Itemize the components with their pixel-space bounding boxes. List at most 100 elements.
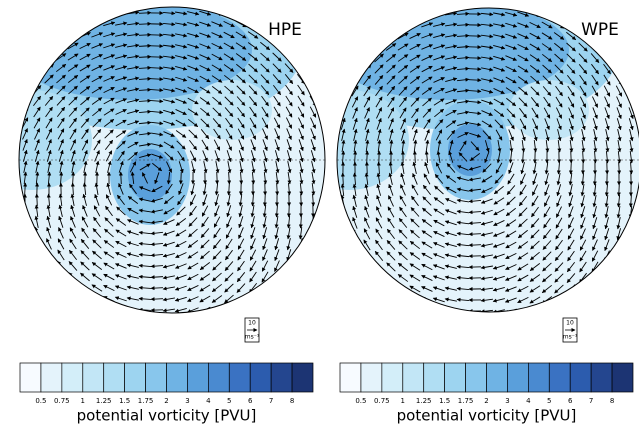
wind-arrow	[34, 237, 40, 250]
wind-arrow	[33, 106, 41, 118]
wind-arrow	[21, 293, 29, 305]
wind-arrow	[311, 193, 316, 207]
wind-arrow	[162, 286, 175, 291]
wind-arrow	[542, 53, 553, 63]
wind-arrow	[80, 250, 90, 260]
wind-arrow	[308, 41, 318, 51]
wind-arrow	[174, 307, 187, 313]
wind-arrow	[285, 106, 293, 118]
wind-arrow	[286, 271, 292, 283]
wind-arrow	[223, 305, 234, 313]
wind-arrow	[422, 196, 432, 206]
wind-arrow	[92, 128, 102, 139]
wind-arrow	[187, 43, 200, 49]
wind-arrow	[127, 207, 139, 215]
colorbar-box	[187, 362, 209, 393]
wind-arrow	[567, 96, 575, 108]
wind-arrow	[350, 295, 360, 305]
wind-arrow	[339, 74, 347, 86]
wind-arrow	[226, 150, 232, 163]
wind-arrow	[531, 206, 539, 218]
wind-arrow	[554, 53, 564, 63]
wind-arrow	[248, 52, 259, 62]
wind-arrow	[56, 96, 66, 106]
wind-arrow	[445, 33, 458, 38]
wind-arrow	[446, 129, 456, 140]
wind-arrow	[250, 238, 256, 250]
wind-arrow	[520, 173, 526, 185]
wind-arrow	[351, 261, 359, 273]
wind-arrow	[138, 252, 152, 257]
wind-arrow	[189, 139, 197, 151]
colorbar-box	[270, 362, 293, 393]
wind-arrow	[56, 272, 66, 282]
wind-arrow	[127, 219, 139, 225]
wind-arrow	[554, 75, 564, 85]
wind-arrow	[126, 285, 139, 290]
wind-arrow	[590, 295, 600, 306]
colorbar-tick-label: 1.25	[96, 397, 112, 405]
wind-arrow	[529, 307, 541, 312]
wind-arrow	[541, 10, 553, 18]
wind-arrow	[409, 43, 421, 51]
wind-arrow	[493, 12, 506, 17]
colorbar-box	[423, 362, 445, 393]
wind-arrow	[310, 128, 316, 141]
wind-arrow	[578, 53, 588, 63]
wind-arrow	[69, 238, 77, 250]
wind-arrow	[412, 172, 418, 185]
wind-arrow	[297, 106, 305, 118]
wind-arrow	[434, 119, 444, 129]
wind-arrow	[409, 296, 421, 304]
wind-arrow	[433, 208, 445, 216]
wind-arrow	[401, 139, 406, 153]
wind-arrow	[199, 64, 211, 72]
wind-arrow	[225, 227, 233, 239]
wind-arrow	[433, 66, 446, 72]
wind-arrow	[56, 283, 66, 293]
wind-arrow	[518, 218, 528, 228]
wind-arrow	[188, 228, 198, 238]
wind-arrow	[249, 271, 257, 283]
wind-arrow	[223, 53, 235, 61]
colorbar-box	[228, 362, 251, 393]
wind-arrow	[532, 129, 538, 142]
wind-arrow	[175, 109, 187, 115]
wind-arrow	[493, 208, 505, 216]
wind-arrow	[310, 226, 315, 240]
wind-arrow	[505, 207, 516, 217]
wind-arrow	[91, 64, 103, 72]
wind-arrow	[373, 306, 384, 312]
wind-arrow	[200, 239, 210, 249]
wind-arrow	[530, 97, 540, 108]
wind-arrow	[505, 33, 518, 39]
wind-arrow	[616, 183, 621, 197]
wind-arrow	[44, 95, 54, 106]
wind-arrow	[480, 198, 493, 204]
wind-arrow	[604, 107, 610, 120]
wind-arrow	[388, 195, 394, 207]
wind-arrow	[555, 217, 563, 229]
wind-arrow	[409, 33, 421, 39]
wind-arrow	[581, 129, 586, 142]
wind-arrow	[286, 260, 292, 273]
wind-arrow	[456, 209, 470, 214]
wind-arrow	[626, 42, 636, 52]
wind-arrow	[187, 118, 199, 128]
wind-arrow	[103, 251, 115, 259]
wind-arrow	[247, 20, 259, 28]
wind-arrow	[505, 22, 518, 28]
wind-arrow	[297, 293, 305, 305]
wind-arrow	[398, 75, 408, 85]
wind-arrow	[298, 271, 304, 284]
wind-arrow	[495, 129, 503, 141]
wind-arrow	[529, 54, 541, 62]
wind-arrow	[434, 173, 444, 184]
wind-arrow	[591, 272, 599, 284]
wind-arrow	[32, 63, 42, 73]
wind-arrow	[493, 77, 506, 83]
wind-arrow	[260, 41, 271, 51]
wind-arrow	[105, 205, 113, 217]
wind-arrow	[174, 263, 187, 269]
wind-arrow	[445, 186, 457, 194]
